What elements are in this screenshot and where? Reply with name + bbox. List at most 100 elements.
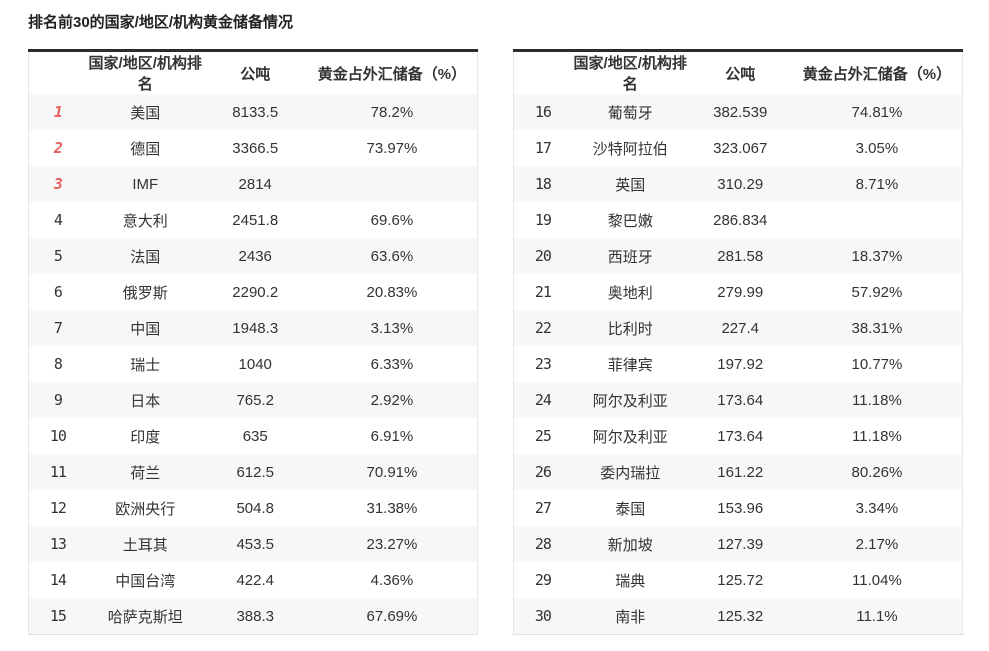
rank-value: 15 bbox=[49, 607, 67, 625]
table-header-row: 国家/地区/机构排名 公吨 黄金占外汇储备（%） bbox=[28, 50, 478, 94]
gold-fx-pct-value: 70.91% bbox=[366, 463, 418, 481]
rank-value: 8 bbox=[53, 355, 63, 373]
table-row: 10 印度 635 6.91% bbox=[28, 418, 478, 454]
tonnes-value: 2436 bbox=[238, 247, 272, 265]
tonnes-value: 153.96 bbox=[717, 499, 764, 517]
tonnes-value: 310.29 bbox=[717, 175, 764, 193]
table-row: 18 英国 310.29 8.71% bbox=[513, 166, 963, 202]
tonnes-value: 173.64 bbox=[717, 427, 764, 445]
gold-fx-pct-value: 80.26% bbox=[851, 463, 903, 481]
country-name: 比利时 bbox=[607, 320, 653, 338]
rank-value: 4 bbox=[53, 211, 63, 229]
rank-value: 5 bbox=[53, 247, 63, 265]
tonnes-value: 125.72 bbox=[717, 571, 764, 589]
country-name: 葡萄牙 bbox=[607, 104, 653, 122]
country-name: 土耳其 bbox=[122, 536, 168, 554]
table-row: 5 法国 2436 63.6% bbox=[28, 238, 478, 274]
tonnes-value: 2814 bbox=[238, 175, 272, 193]
tonnes-value: 197.92 bbox=[717, 355, 764, 373]
tonnes-value: 382.539 bbox=[713, 103, 768, 121]
rank-value: 11 bbox=[49, 463, 67, 481]
gold-fx-pct-value: 3.13% bbox=[370, 319, 414, 337]
gold-fx-pct-value: 10.77% bbox=[851, 355, 903, 373]
country-name: 美国 bbox=[130, 104, 161, 122]
country-name: 南非 bbox=[615, 608, 646, 626]
tonnes-value: 388.3 bbox=[236, 607, 274, 625]
country-name: 瑞士 bbox=[130, 356, 161, 374]
gold-fx-pct-value: 3.05% bbox=[855, 139, 899, 157]
table-row: 26 委内瑞拉 161.22 80.26% bbox=[513, 454, 963, 490]
rank-value: 21 bbox=[534, 283, 552, 301]
rank-value: 28 bbox=[534, 535, 552, 553]
gold-fx-pct-value: 67.69% bbox=[366, 607, 418, 625]
tonnes-value: 453.5 bbox=[236, 535, 274, 553]
table-row: 14 中国台湾 422.4 4.36% bbox=[28, 562, 478, 598]
country-name: 哈萨克斯坦 bbox=[107, 608, 183, 626]
tonnes-value: 1948.3 bbox=[232, 319, 279, 337]
table-row: 16 葡萄牙 382.539 74.81% bbox=[513, 94, 963, 130]
country-name: 瑞典 bbox=[615, 572, 646, 590]
rank-value: 16 bbox=[534, 103, 552, 121]
gold-fx-pct-value: 11.1% bbox=[856, 607, 898, 625]
tonnes-value: 8133.5 bbox=[232, 103, 279, 121]
gold-fx-pct-value: 31.38% bbox=[366, 499, 418, 517]
gold-fx-pct-value: 2.92% bbox=[370, 391, 414, 409]
country-name: 奥地利 bbox=[607, 284, 653, 302]
tonnes-value: 227.4 bbox=[721, 319, 759, 337]
rank-value: 18 bbox=[534, 175, 552, 193]
country-name: 俄罗斯 bbox=[122, 284, 168, 302]
table-row: 23 菲律宾 197.92 10.77% bbox=[513, 346, 963, 382]
gold-fx-pct-value: 57.92% bbox=[851, 283, 903, 301]
rank-value: 14 bbox=[49, 571, 67, 589]
country-name: 中国 bbox=[130, 320, 161, 338]
country-name: 泰国 bbox=[615, 500, 646, 518]
table-row: 7 中国 1948.3 3.13% bbox=[28, 310, 478, 346]
gold-fx-pct-value: 18.37% bbox=[851, 247, 903, 265]
tonnes-value: 2290.2 bbox=[232, 283, 279, 301]
rank-value: 12 bbox=[49, 499, 67, 517]
tonnes-value: 286.834 bbox=[713, 211, 768, 229]
tonnes-value: 3366.5 bbox=[232, 139, 279, 157]
gold-fx-pct-value: 11.18% bbox=[852, 427, 902, 445]
country-name: 黎巴嫩 bbox=[607, 212, 653, 230]
table-row: 8 瑞士 1040 6.33% bbox=[28, 346, 478, 382]
rank-value: 30 bbox=[534, 607, 552, 625]
country-name: 印度 bbox=[130, 428, 161, 446]
header-gold-fx-pct: 黄金占外汇储备（%） bbox=[306, 50, 478, 94]
gold-fx-pct-value: 38.31% bbox=[851, 319, 903, 337]
table-row: 6 俄罗斯 2290.2 20.83% bbox=[28, 274, 478, 310]
table-row: 2 德国 3366.5 73.97% bbox=[28, 130, 478, 166]
country-name: 法国 bbox=[130, 248, 161, 266]
gold-fx-pct-value: 2.17% bbox=[855, 535, 899, 553]
tonnes-value: 765.2 bbox=[236, 391, 274, 409]
gold-fx-pct-value bbox=[307, 166, 478, 202]
gold-fx-pct-value: 8.71% bbox=[855, 175, 899, 193]
rank-value: 17 bbox=[534, 139, 552, 157]
table-row: 4 意大利 2451.8 69.6% bbox=[28, 202, 478, 238]
tonnes-value: 127.39 bbox=[717, 535, 764, 553]
gold-reserves-table-right: 国家/地区/机构排名 公吨 黄金占外汇储备（%） 16 葡萄牙 382.539 74.… bbox=[513, 49, 963, 635]
country-name: 德国 bbox=[130, 140, 161, 158]
table-row: 28 新加坡 127.39 2.17% bbox=[513, 526, 963, 562]
table-row: 3 IMF 2814 bbox=[28, 166, 478, 202]
country-name: 阿尔及利亚 bbox=[592, 392, 668, 410]
header-country: 国家/地区/机构排名 bbox=[86, 50, 204, 94]
country-name: 荷兰 bbox=[130, 464, 161, 482]
gold-fx-pct-value: 78.2% bbox=[370, 103, 414, 121]
country-name: 日本 bbox=[130, 392, 161, 410]
rank-value: 24 bbox=[534, 391, 552, 409]
tonnes-value: 2451.8 bbox=[232, 211, 279, 229]
table-row: 22 比利时 227.4 38.31% bbox=[513, 310, 963, 346]
gold-fx-pct-value: 69.6% bbox=[370, 211, 414, 229]
rank-value: 26 bbox=[534, 463, 552, 481]
country-name: 沙特阿拉伯 bbox=[592, 140, 668, 158]
gold-fx-pct-value: 74.81% bbox=[851, 103, 903, 121]
table-row: 15 哈萨克斯坦 388.3 67.69% bbox=[28, 598, 478, 635]
gold-fx-pct-value: 3.34% bbox=[855, 499, 899, 517]
country-name: 中国台湾 bbox=[115, 572, 176, 590]
tonnes-value: 279.99 bbox=[717, 283, 764, 301]
page-title: 排名前30的国家/地区/机构黄金储备情况 bbox=[28, 14, 294, 31]
tonnes-value: 612.5 bbox=[236, 463, 274, 481]
header-rank bbox=[28, 50, 87, 94]
table-row: 17 沙特阿拉伯 323.067 3.05% bbox=[513, 130, 963, 166]
